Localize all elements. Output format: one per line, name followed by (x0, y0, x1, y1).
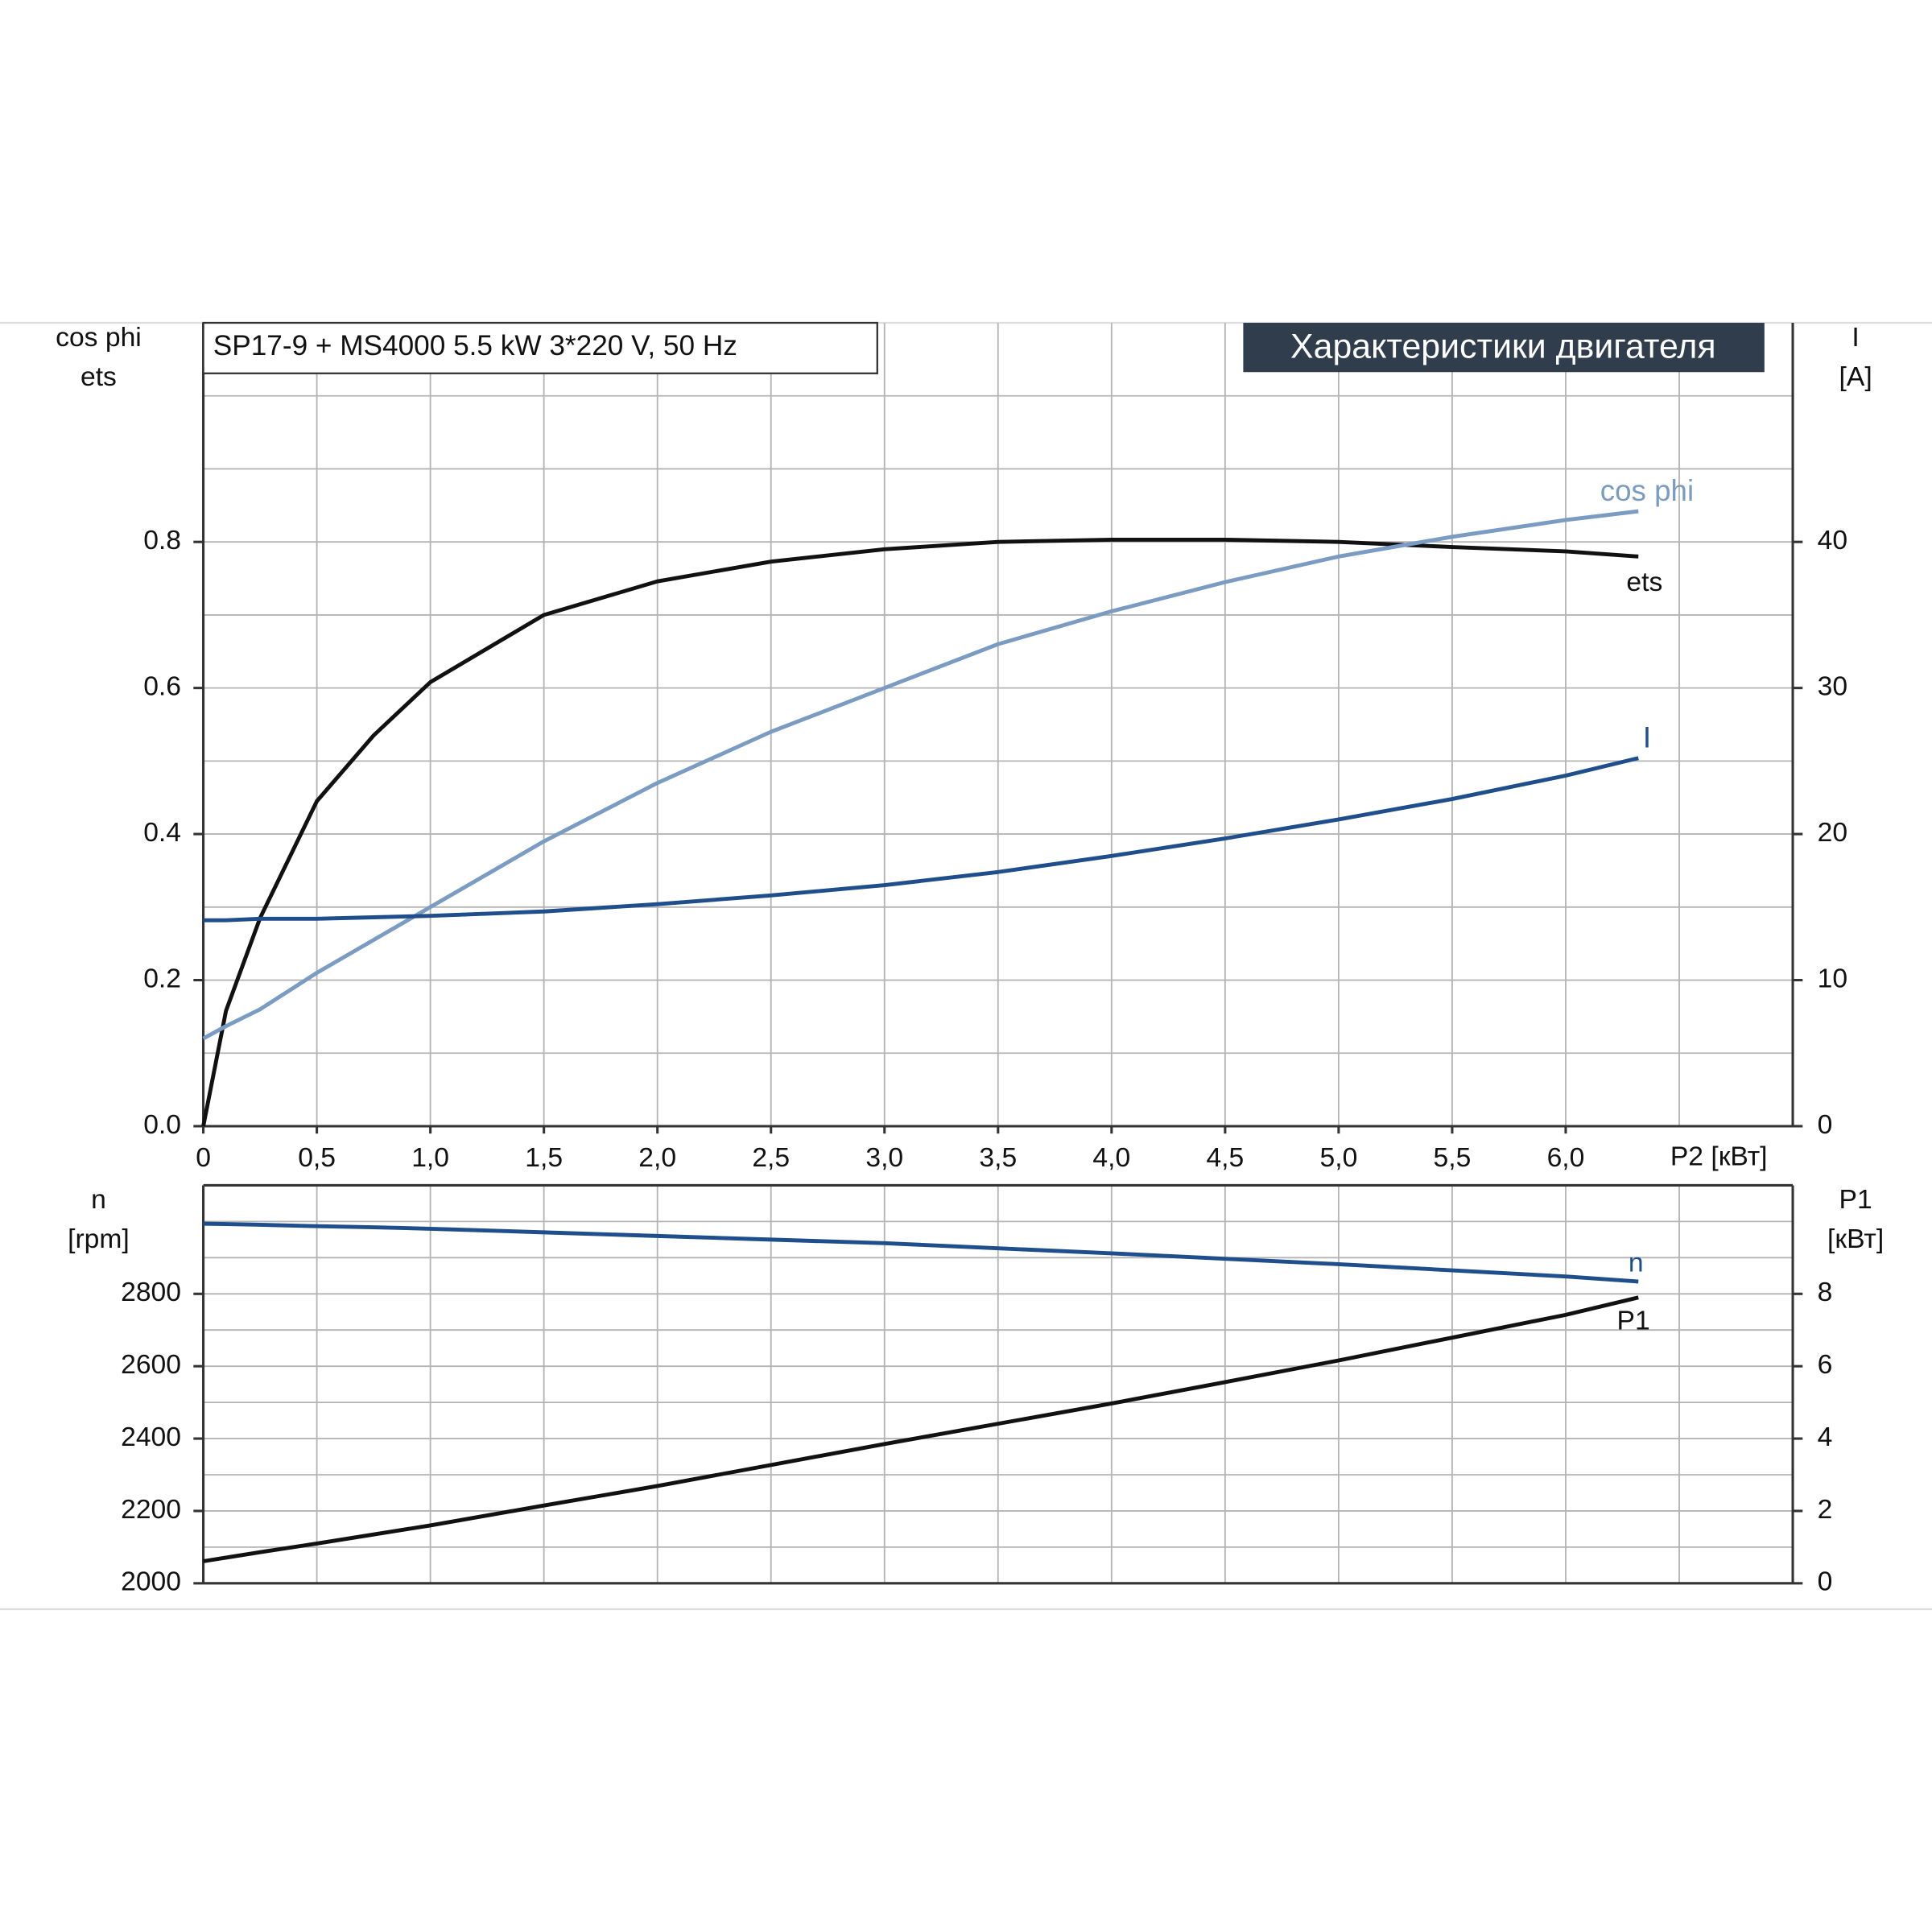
lines-layer (201, 509, 1639, 1563)
x-tick-label: 5,0 (1320, 1143, 1358, 1173)
x-axis-label: P2 [кВт] (1670, 1142, 1768, 1172)
y-tick-label: 2400 (121, 1422, 181, 1452)
x-tick-label: 3,5 (979, 1143, 1017, 1173)
y2-tick-label: 30 (1818, 672, 1847, 702)
y2-tick-label: 20 (1818, 818, 1847, 848)
y-tick-label: 2600 (121, 1350, 181, 1380)
x-tick-label: 5,5 (1434, 1143, 1472, 1173)
series-line (203, 756, 1639, 923)
x-tick-label: 0,5 (298, 1143, 336, 1173)
x-tick-label: 6,0 (1547, 1143, 1585, 1173)
y2-tick-label: 10 (1818, 964, 1847, 993)
y2-tick-label: 2 (1818, 1495, 1833, 1525)
y-axis-label: n (91, 1185, 106, 1215)
y2-axis-label: [кВт] (1827, 1224, 1884, 1254)
x-tick-label: 1,5 (525, 1143, 563, 1173)
chart-title: SP17-9 + MS4000 5.5 kW 3*220 V, 50 Hz (213, 330, 737, 361)
series-label: I (1643, 720, 1651, 753)
x-tick-label: 0 (196, 1143, 211, 1173)
y2-axis-label: [A] (1839, 362, 1872, 392)
y-tick-label: 2800 (121, 1278, 181, 1307)
x-tick-label: 4,5 (1206, 1143, 1244, 1173)
series-line (203, 1221, 1639, 1284)
x-tick-label: 2,0 (638, 1143, 676, 1173)
y-tick-label: 2000 (121, 1567, 181, 1597)
title-box (202, 321, 878, 374)
y2-tick-label: 0 (1818, 1567, 1833, 1597)
text-layer: SP17-9 + MS4000 5.5 kW 3*220 V, 50 Hz Ха… (56, 321, 1884, 1597)
y-tick-label: 0.0 (143, 1110, 181, 1140)
x-tick-label: 1,0 (411, 1143, 449, 1173)
chart-subtitle: Характеристики двигателя (1290, 327, 1716, 365)
y-axis-label: cos phi (56, 323, 142, 353)
y-axis-label: ets (80, 362, 117, 392)
grid-layer (193, 323, 1803, 1585)
series-label: n (1629, 1248, 1644, 1278)
y2-tick-label: 6 (1818, 1350, 1833, 1380)
y-axis-label: [rpm] (68, 1224, 130, 1254)
y-tick-label: 2200 (121, 1495, 181, 1525)
header-box (1243, 323, 1765, 373)
series-label: cos phi (1600, 474, 1694, 507)
y-tick-label: 0.6 (143, 672, 181, 702)
y2-axis-label: I (1852, 323, 1859, 353)
series-line (202, 509, 1639, 1041)
y-tick-label: 0.4 (143, 818, 181, 848)
series-label: P1 (1617, 1306, 1650, 1335)
y2-tick-label: 8 (1818, 1278, 1833, 1307)
x-tick-label: 3,0 (865, 1143, 903, 1173)
x-tick-label: 2,5 (752, 1143, 790, 1173)
y-tick-label: 0.2 (143, 964, 181, 993)
series-line (201, 538, 1639, 1127)
series-label: ets (1626, 568, 1662, 597)
y2-axis-label: P1 (1839, 1185, 1872, 1215)
y-tick-label: 0.8 (143, 526, 181, 555)
x-tick-label: 4,0 (1092, 1143, 1130, 1173)
y2-tick-label: 0 (1818, 1110, 1833, 1140)
y2-tick-label: 40 (1818, 526, 1847, 555)
y2-tick-label: 4 (1818, 1422, 1833, 1452)
series-line (203, 1295, 1639, 1563)
